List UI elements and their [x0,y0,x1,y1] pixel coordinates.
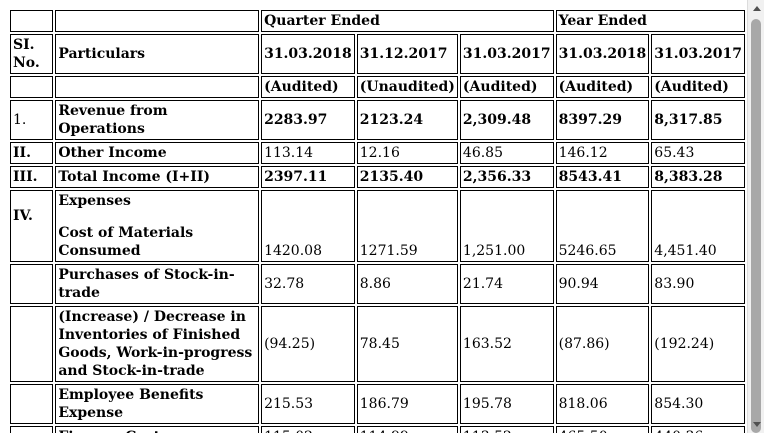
value-cell: 195.78 [459,384,554,424]
serial-number: II. [10,142,54,164]
serial-number: IV. [10,190,54,262]
value-cell: 8.86 [356,264,458,304]
particular-label: Employee Benefits Expense [55,384,260,424]
si-no-header: SI. No. [10,34,54,74]
value-cell: 2135.40 [356,166,458,188]
serial-number [10,306,54,382]
value-cell: 1420.08 [261,190,355,262]
value-cell: 146.12 [555,142,650,164]
particular-label: Finance Costs [55,426,260,433]
header-row-period: Quarter Ended Year Ended [10,10,745,32]
value-cell: 8,317.85 [651,100,745,140]
audit-status: (Unaudited) [356,76,458,98]
value-cell: 2,309.48 [459,100,554,140]
value-cell: 8397.29 [555,100,650,140]
blank-cell [55,10,260,32]
date-header: 31.03.2017 [459,34,554,74]
value-cell: 1271.59 [356,190,458,262]
audit-status: (Audited) [261,76,355,98]
table-row: Purchases of Stock-in-trade 32.78 8.86 2… [10,264,745,304]
quarter-ended-header: Quarter Ended [261,10,554,32]
vertical-scrollbar[interactable] [747,0,764,433]
value-cell: 12.16 [356,142,458,164]
value-cell: 215.53 [261,384,355,424]
value-cell: 2,356.33 [459,166,554,188]
value-cell: 440.36 [651,426,745,433]
serial-number [10,426,54,433]
value-cell: 818.06 [555,384,650,424]
table-row: Finance Costs 115.02 114.99 113.52 465.5… [10,426,745,433]
value-cell: 854.30 [651,384,745,424]
document-viewport: Quarter Ended Year Ended SI. No. Particu… [8,8,747,433]
header-row-dates: SI. No. Particulars 31.03.2018 31.12.201… [10,34,745,74]
value-cell: 114.99 [356,426,458,433]
date-header: 31.03.2018 [555,34,650,74]
value-cell: 2397.11 [261,166,355,188]
table-row: (Increase) / Decrease in Inventories of … [10,306,745,382]
table-row: II. Other Income 113.14 12.16 46.85 146.… [10,142,745,164]
serial-number: III. [10,166,54,188]
value-cell: 163.52 [459,306,554,382]
particulars-header: Particulars [55,34,260,74]
particular-label: Other Income [55,142,260,164]
financial-results-table: Quarter Ended Year Ended SI. No. Particu… [8,8,747,433]
date-header: 31.12.2017 [356,34,458,74]
date-header: 31.03.2018 [261,34,355,74]
value-cell: 2123.24 [356,100,458,140]
value-cell: 21.74 [459,264,554,304]
serial-number [10,384,54,424]
value-cell: 113.14 [261,142,355,164]
value-cell: 46.85 [459,142,554,164]
table-row: Employee Benefits Expense 215.53 186.79 … [10,384,745,424]
blank-cell [10,76,54,98]
particular-label: Total Income (I+II) [55,166,260,188]
value-cell: 115.02 [261,426,355,433]
table-row: 1. Revenue from Operations 2283.97 2123.… [10,100,745,140]
value-cell: 90.94 [555,264,650,304]
value-cell: 113.52 [459,426,554,433]
scroll-down-arrow-icon[interactable] [748,416,764,433]
serial-number [10,264,54,304]
year-ended-header: Year Ended [555,10,745,32]
value-cell: 4,451.40 [651,190,745,262]
value-cell: 78.45 [356,306,458,382]
scrollbar-thumb[interactable] [751,19,761,433]
value-cell: 186.79 [356,384,458,424]
expenses-heading: Expenses [58,193,131,209]
value-cell: 8543.41 [555,166,650,188]
header-row-status: (Audited) (Unaudited) (Audited) (Audited… [10,76,745,98]
particular-label: Expenses Cost of Materials Consumed [55,190,260,262]
value-cell: 2283.97 [261,100,355,140]
value-cell: (87.86) [555,306,650,382]
value-cell: 1,251.00 [459,190,554,262]
particular-label: (Increase) / Decrease in Inventories of … [55,306,260,382]
value-cell: 83.90 [651,264,745,304]
audit-status: (Audited) [459,76,554,98]
blank-cell [10,10,54,32]
audit-status: (Audited) [651,76,745,98]
particular-label: Revenue from Operations [55,100,260,140]
audit-status: (Audited) [555,76,650,98]
value-cell: 65.43 [651,142,745,164]
date-header: 31.03.2017 [651,34,745,74]
value-cell: (192.24) [651,306,745,382]
blank-cell [55,76,260,98]
scroll-up-arrow-icon[interactable] [748,0,764,17]
particular-label: Purchases of Stock-in-trade [55,264,260,304]
value-cell: 32.78 [261,264,355,304]
serial-number: 1. [10,100,54,140]
value-cell: 8,383.28 [651,166,745,188]
table-row: IV. Expenses Cost of Materials Consumed … [10,190,745,262]
value-cell: 5246.65 [555,190,650,262]
value-cell: 465.50 [555,426,650,433]
table-row: III. Total Income (I+II) 2397.11 2135.40… [10,166,745,188]
value-cell: (94.25) [261,306,355,382]
expense-item-label: Cost of Materials Consumed [58,225,194,259]
